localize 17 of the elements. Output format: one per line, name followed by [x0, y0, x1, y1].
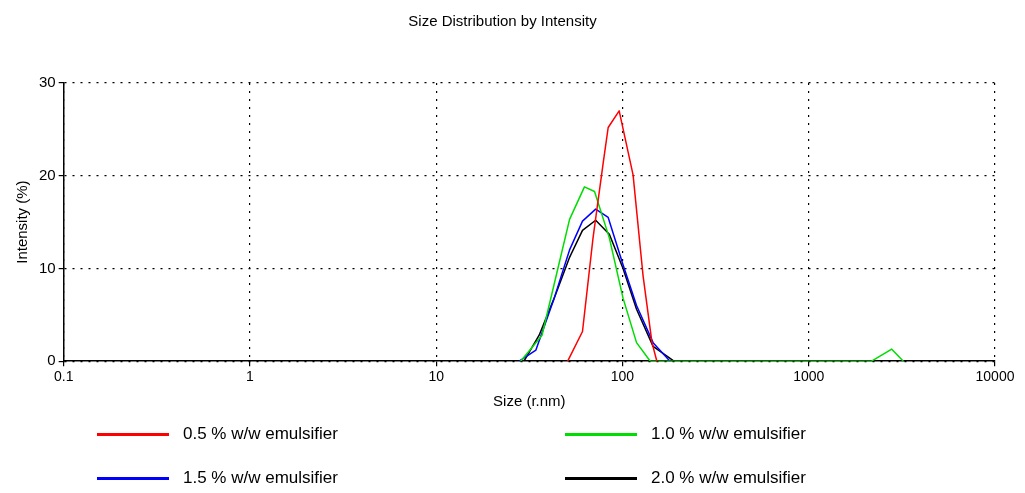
legend-label: 1.0 % w/w emulsifier: [651, 424, 806, 444]
x-tick-label: 1: [246, 368, 255, 385]
x-tick-label: 100: [610, 368, 635, 385]
x-tick-label: 0.1: [53, 368, 74, 385]
x-tick-label: 10000: [975, 368, 1015, 385]
y-tick-label: 0: [47, 351, 56, 369]
x-tick-label: 1000: [793, 368, 825, 385]
x-axis-title: Size (r.nm): [493, 392, 566, 410]
y-axis-title: Intensity (%): [13, 180, 31, 264]
x-tick-label: 10: [428, 368, 445, 385]
legend-label: 2.0 % w/w emulsifier: [651, 468, 806, 488]
chart-title: Size Distribution by Intensity: [408, 12, 598, 30]
y-tick-label: 30: [39, 73, 56, 91]
y-tick-label: 10: [39, 258, 56, 276]
legend-label: 0.5 % w/w emulsifier: [183, 424, 338, 444]
legend-label: 1.5 % w/w emulsifier: [183, 468, 338, 488]
y-tick-label: 20: [39, 165, 56, 183]
